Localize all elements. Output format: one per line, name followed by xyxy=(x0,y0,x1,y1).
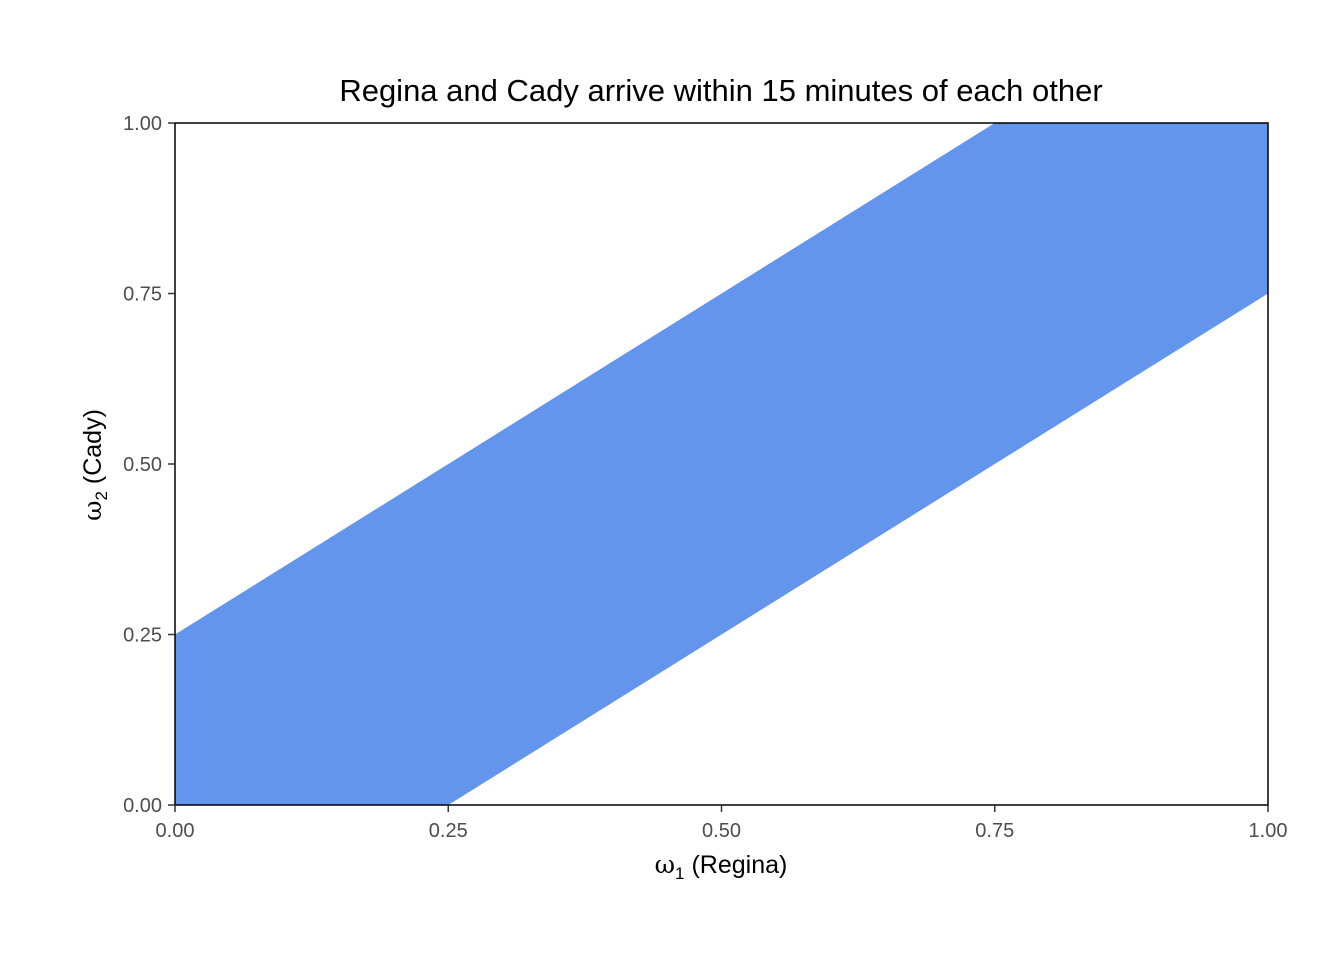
within-15-minutes-region xyxy=(175,123,1268,805)
x-tick-label: 0.50 xyxy=(702,820,741,842)
y-axis-symbol: ω xyxy=(78,501,107,521)
x-axis: 0.00 0.25 0.50 0.75 1.00 xyxy=(156,805,1288,842)
y-tick-label: 0.00 xyxy=(123,795,162,817)
x-tick-label: 0.00 xyxy=(156,820,195,842)
y-tick-label: 0.25 xyxy=(123,625,162,647)
y-axis: 0.00 0.25 0.50 0.75 1.00 xyxy=(123,113,175,817)
y-axis-title: ω2 (Cady) xyxy=(78,409,111,521)
y-tick-label: 1.00 xyxy=(123,113,162,135)
y-tick-label: 0.50 xyxy=(123,454,162,476)
x-tick-label: 0.25 xyxy=(429,820,468,842)
x-axis-symbol: ω xyxy=(655,850,675,879)
x-axis-text: (Regina) xyxy=(685,851,788,879)
x-tick-label: 0.75 xyxy=(975,820,1014,842)
y-axis-text: (Cady) xyxy=(79,409,107,491)
x-tick-label: 1.00 xyxy=(1249,820,1288,842)
y-tick-label: 0.75 xyxy=(123,284,162,306)
x-axis-subscript: 1 xyxy=(675,864,684,883)
x-axis-title: ω1 (Regina) xyxy=(655,850,788,883)
plot-area xyxy=(174,122,1269,806)
y-axis-subscript: 2 xyxy=(92,491,111,500)
chart-title: Regina and Cady arrive within 15 minutes… xyxy=(339,73,1102,108)
